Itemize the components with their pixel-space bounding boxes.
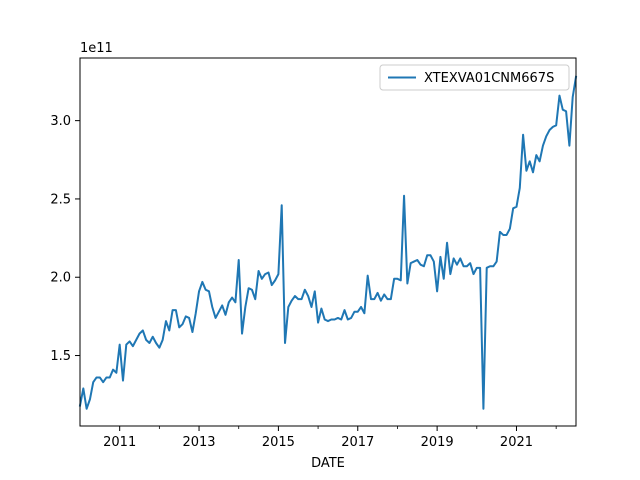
x-tick-label: 2015 (262, 435, 295, 450)
x-tick-label: 2017 (341, 435, 374, 450)
y-tick-label: 2.0 (50, 271, 71, 286)
legend-label: XTEXVA01CNM667S (424, 71, 554, 86)
x-tick-label: 2019 (421, 435, 454, 450)
x-tick-label: 2013 (182, 435, 215, 450)
legend-box (379, 64, 570, 91)
y-tick-label: 2.5 (50, 192, 71, 207)
y-tick-label: 1.5 (50, 349, 71, 364)
x-axis-label: DATE (311, 456, 345, 471)
legend: XTEXVA01CNM667S (379, 64, 570, 91)
series-line-0 (78, 75, 578, 410)
plot-area (78, 75, 578, 410)
axes: 2011 2013 2015 2017 2019 2021 1.5 2.0 2.5 3.0 (50, 57, 577, 450)
x-tick-label: 2021 (500, 435, 533, 450)
y-tick-label: 3.0 (50, 114, 71, 129)
axes-frame (79, 57, 577, 427)
y-offset-label: 1e11 (80, 41, 113, 56)
x-tick-label: 2011 (103, 435, 136, 450)
